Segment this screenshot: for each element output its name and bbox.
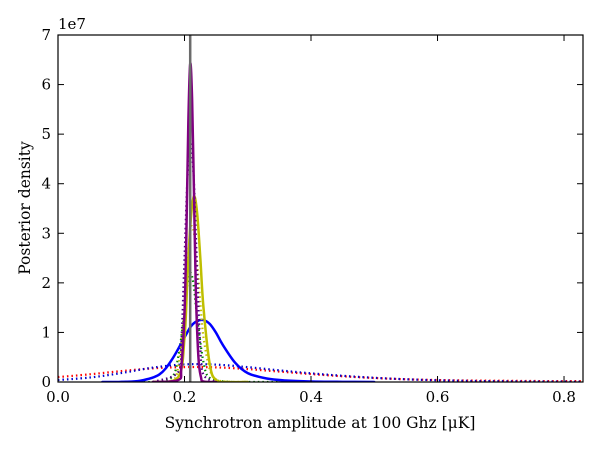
series-line-6-solid (151, 194, 250, 382)
series-line-4-solid (101, 318, 376, 382)
y-tick-label: 6 (41, 76, 51, 94)
y-tick-label: 7 (41, 26, 51, 44)
y-tick-label: 5 (41, 125, 51, 143)
series-layer (58, 61, 583, 382)
series-line-1-dotted (58, 365, 583, 382)
y-tick-label: 1 (41, 323, 51, 341)
x-tick-label: 0.6 (426, 388, 450, 406)
y-tick-label: 2 (41, 274, 51, 292)
y-tick-label: 4 (41, 175, 51, 193)
y-tick-label: 0 (41, 373, 51, 391)
x-tick-label: 0.8 (552, 388, 576, 406)
series-line-2-dotted (58, 363, 583, 382)
y-axis-multiplier: 1e7 (58, 15, 86, 33)
y-axis-title: Posterior density (16, 141, 34, 275)
x-tick-label: 0.0 (46, 388, 70, 406)
y-tick-label: 3 (41, 224, 51, 242)
tick-layer: 0.0 0.2 0.4 0.6 0.8 0 1 2 3 4 5 6 7 (41, 26, 583, 406)
plot-frame (57, 34, 584, 383)
x-tick-label: 0.2 (173, 388, 197, 406)
x-axis-title: Synchrotron amplitude at 100 Ghz [μK] (165, 414, 476, 432)
x-tick-label: 0.4 (299, 388, 323, 406)
